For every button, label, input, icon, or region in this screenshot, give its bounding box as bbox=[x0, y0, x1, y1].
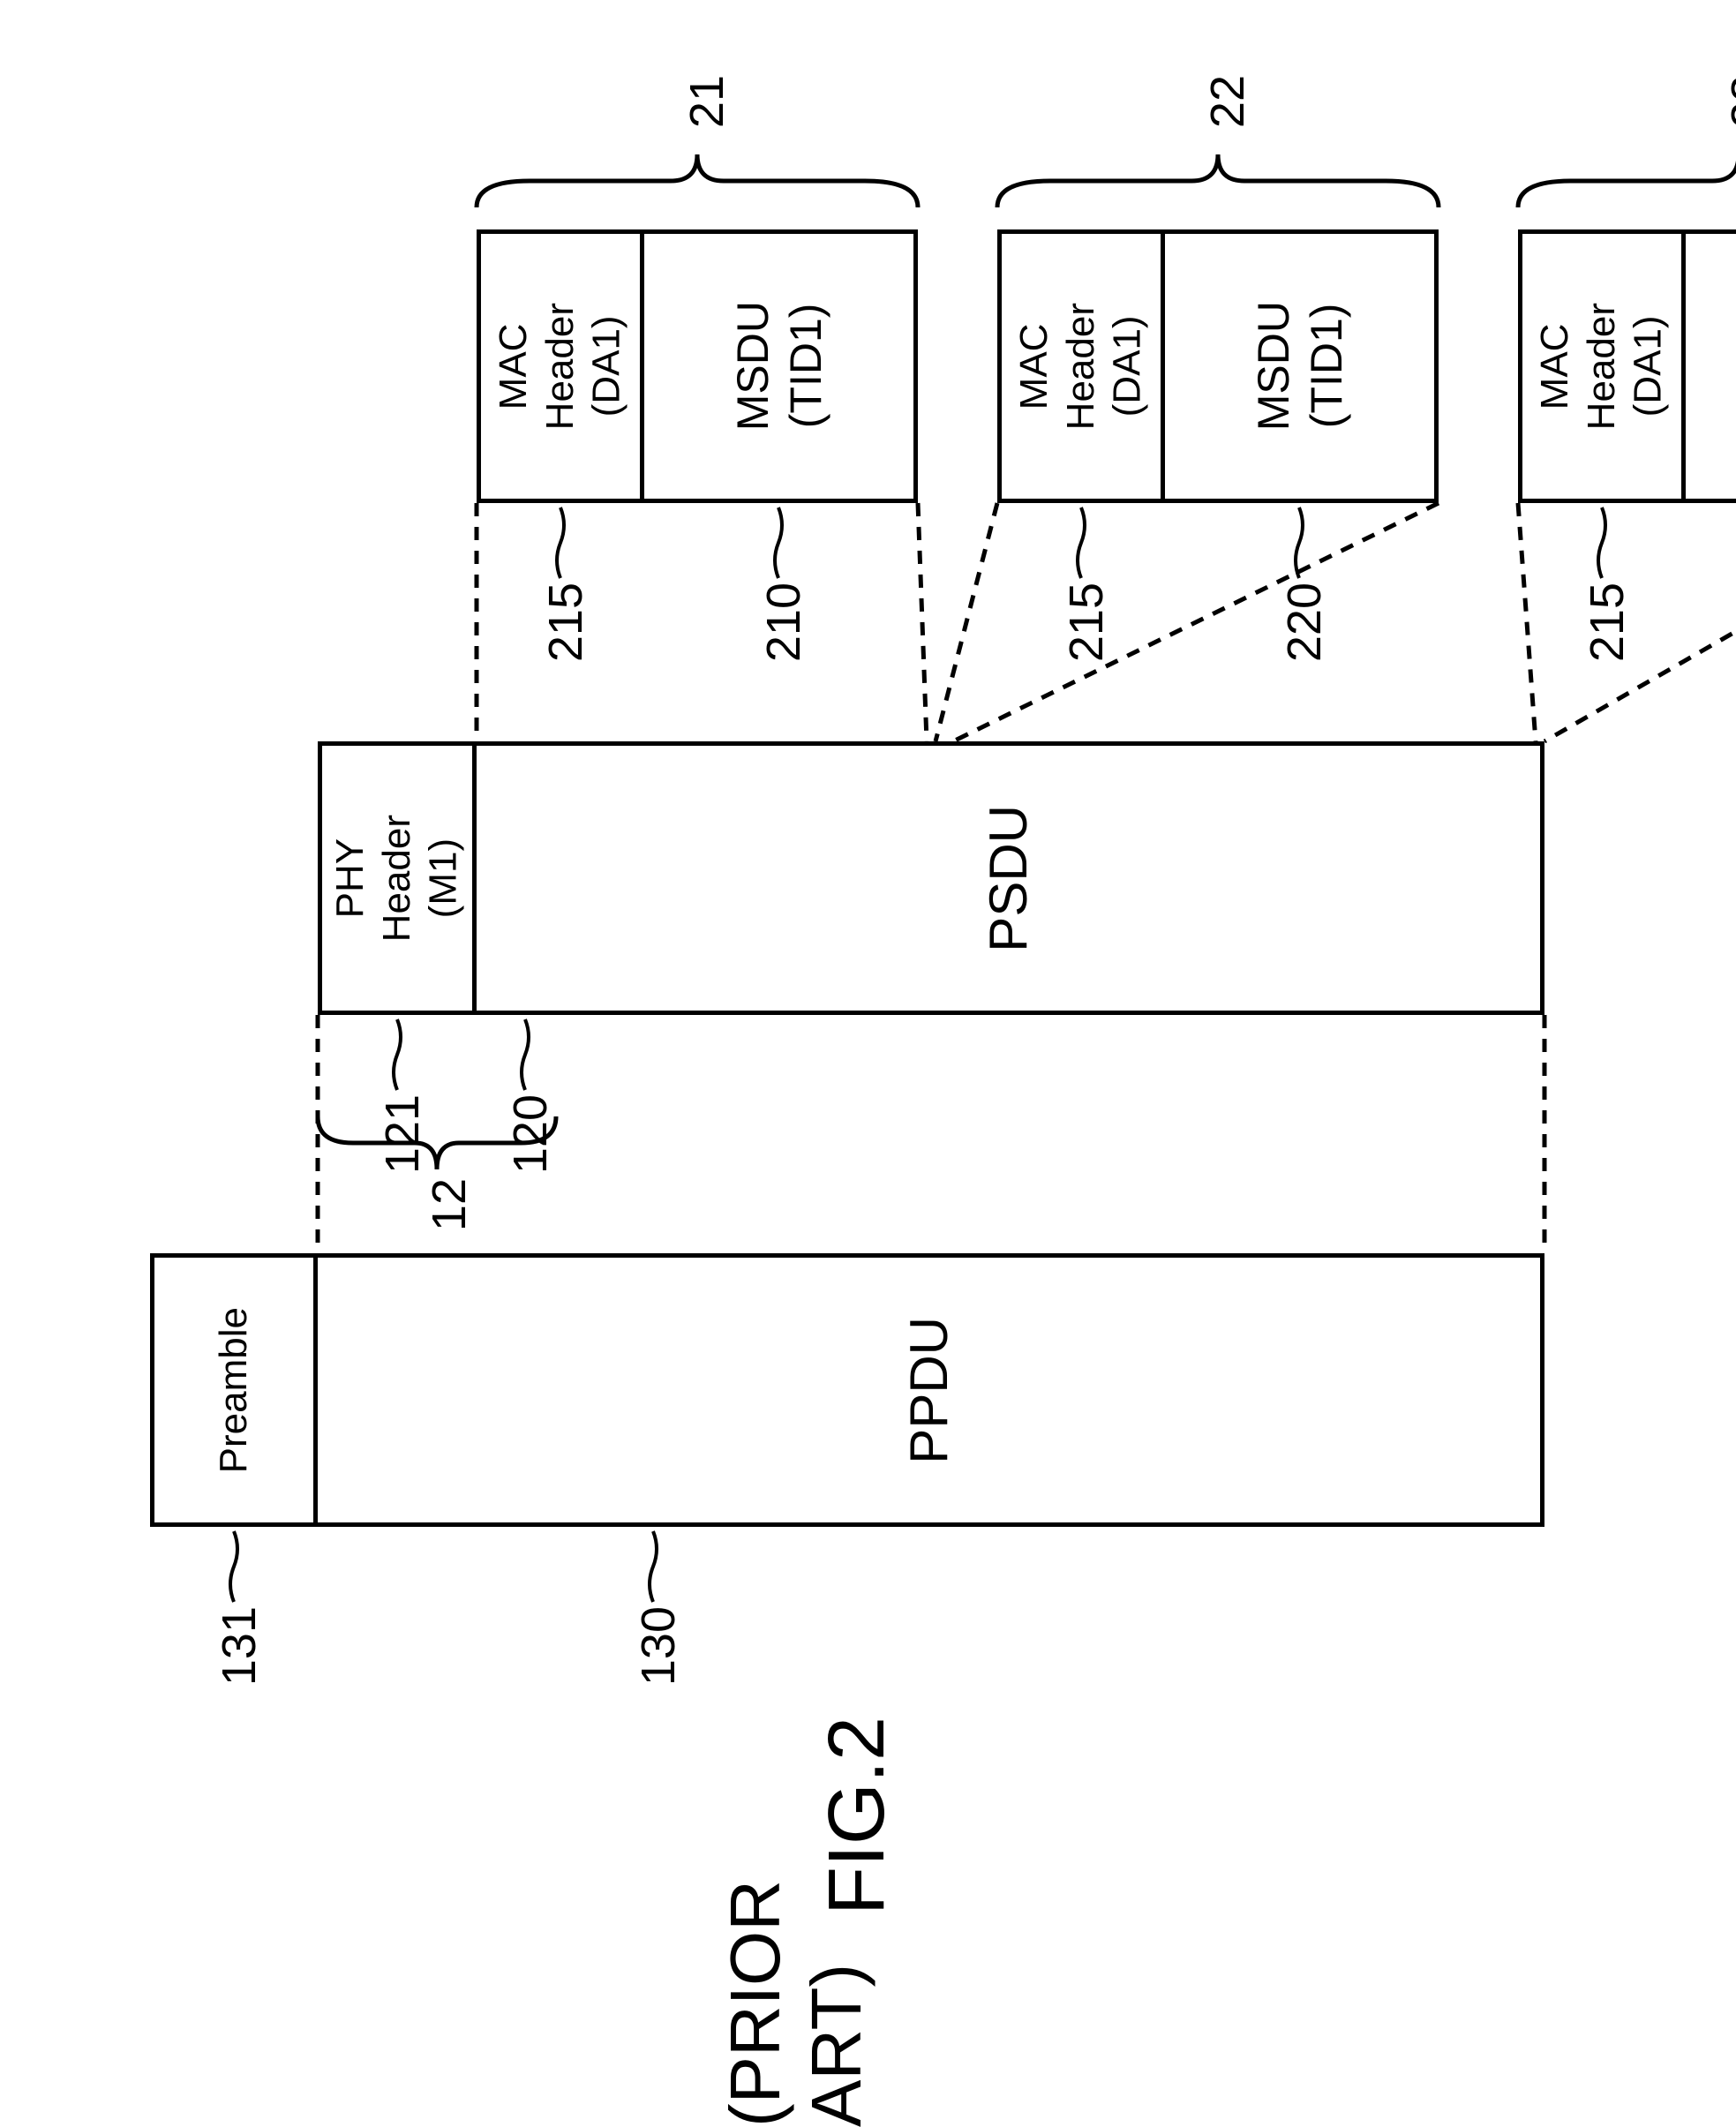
ref-215-3: 215 bbox=[1580, 582, 1635, 662]
ref-215-2: 215 bbox=[1059, 582, 1114, 662]
ref-23: 23 bbox=[1721, 75, 1736, 128]
figure-subtitle: (PRIOR ART) bbox=[715, 1862, 877, 2127]
ref-21: 21 bbox=[680, 75, 734, 128]
ref-22: 22 bbox=[1200, 75, 1255, 128]
ref-121: 121 bbox=[375, 1094, 430, 1174]
ref-215-1: 215 bbox=[538, 582, 593, 662]
ref-130: 130 bbox=[631, 1606, 686, 1686]
ref-12: 12 bbox=[422, 1178, 477, 1231]
diagram-canvas: MAC Header (DA1) MSDU (TID1) MAC Header … bbox=[0, 0, 1736, 2127]
ref-120: 120 bbox=[503, 1094, 558, 1174]
ref-210: 210 bbox=[756, 582, 811, 662]
ref-220: 220 bbox=[1277, 582, 1332, 662]
ref-131: 131 bbox=[212, 1606, 267, 1686]
